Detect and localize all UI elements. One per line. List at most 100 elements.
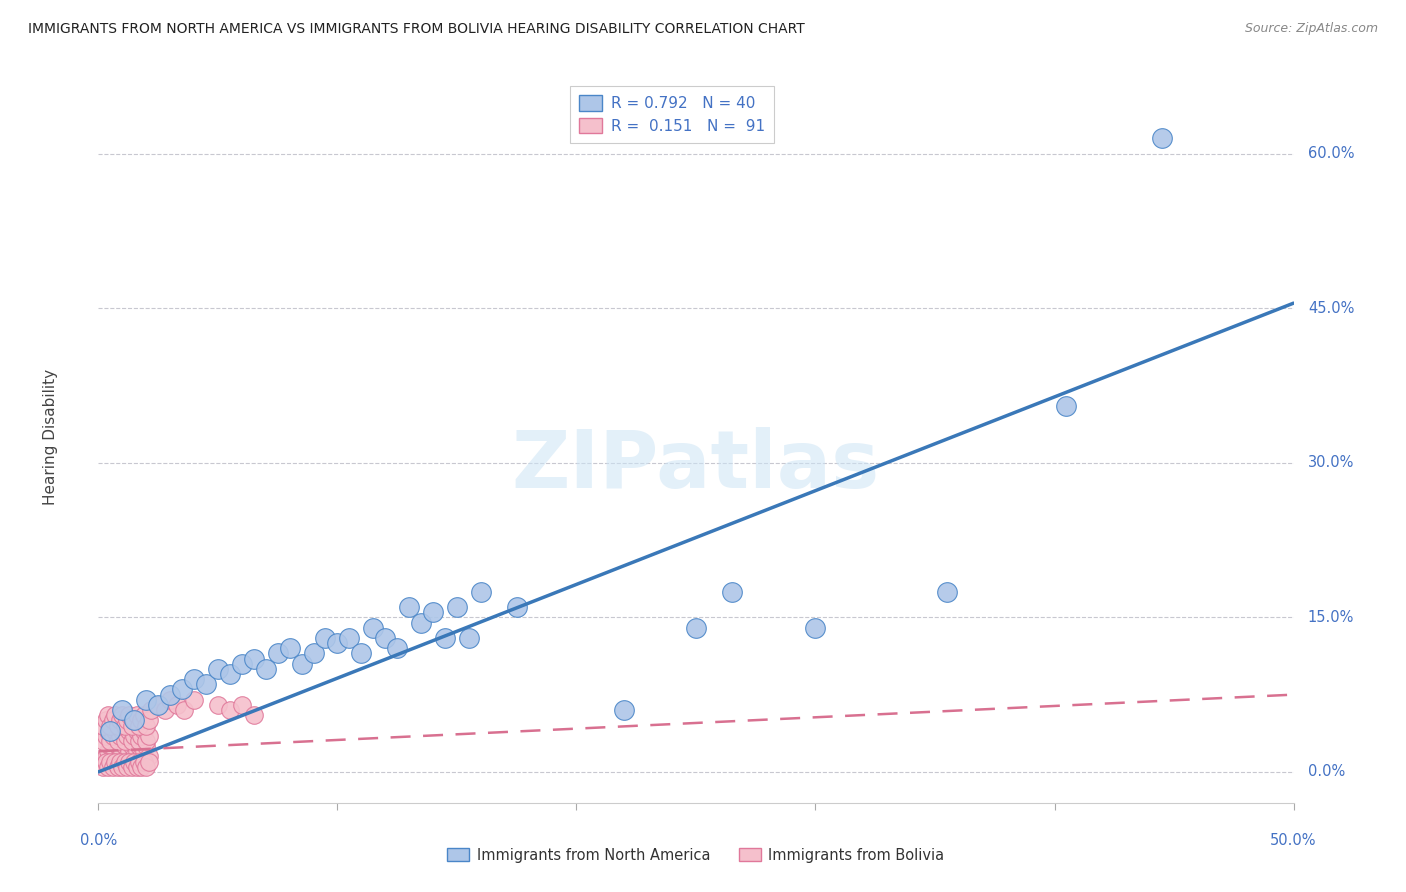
Point — [1152, 131, 1174, 145]
Point — [108, 755, 131, 769]
Point — [155, 703, 177, 717]
Point — [125, 708, 148, 723]
Point — [172, 682, 194, 697]
Point — [363, 621, 385, 635]
Point — [326, 636, 349, 650]
Point — [118, 755, 141, 769]
Point — [111, 708, 134, 723]
Point — [613, 703, 636, 717]
Point — [107, 739, 129, 753]
Point — [125, 723, 148, 738]
Point — [721, 584, 744, 599]
Point — [159, 693, 181, 707]
Point — [446, 600, 468, 615]
Point — [114, 739, 136, 753]
Point — [91, 734, 114, 748]
Point — [398, 600, 420, 615]
Point — [91, 760, 114, 774]
Point — [101, 714, 124, 728]
Point — [121, 718, 143, 732]
Point — [121, 760, 143, 774]
Point — [115, 714, 138, 728]
Point — [98, 739, 122, 753]
Point — [243, 708, 266, 723]
Point — [132, 755, 155, 769]
Point — [139, 703, 162, 717]
Point — [138, 729, 160, 743]
Point — [685, 621, 707, 635]
Point — [207, 698, 229, 712]
Point — [219, 703, 242, 717]
Point — [97, 723, 120, 738]
Point — [104, 708, 127, 723]
Point — [101, 749, 124, 764]
Point — [115, 729, 138, 743]
Point — [132, 744, 155, 758]
Text: 30.0%: 30.0% — [1308, 455, 1354, 470]
Point — [91, 755, 114, 769]
Text: 45.0%: 45.0% — [1308, 301, 1354, 316]
Point — [101, 760, 124, 774]
Point — [128, 718, 150, 732]
Point — [183, 693, 205, 707]
Point — [148, 698, 170, 712]
Point — [458, 631, 481, 645]
Point — [91, 718, 114, 732]
Point — [118, 723, 141, 738]
Point — [124, 714, 146, 728]
Point — [132, 723, 155, 738]
Point — [128, 755, 150, 769]
Point — [125, 744, 148, 758]
Point — [267, 647, 290, 661]
Point — [104, 755, 127, 769]
Point — [121, 734, 143, 748]
Point — [339, 631, 361, 645]
Point — [195, 677, 218, 691]
Point — [125, 760, 148, 774]
Point — [111, 760, 134, 774]
Point — [107, 734, 129, 748]
Point — [101, 729, 124, 743]
Point — [97, 744, 120, 758]
Point — [97, 708, 120, 723]
Point — [115, 760, 138, 774]
Point — [107, 760, 129, 774]
Point — [470, 584, 492, 599]
Point — [128, 739, 150, 753]
Text: 50.0%: 50.0% — [1270, 833, 1317, 848]
Point — [135, 760, 157, 774]
Point — [278, 641, 301, 656]
Point — [231, 698, 253, 712]
Point — [135, 718, 157, 732]
Legend: Immigrants from North America, Immigrants from Bolivia: Immigrants from North America, Immigrant… — [441, 842, 950, 869]
Point — [94, 749, 117, 764]
Text: ZIPatlas: ZIPatlas — [512, 427, 880, 506]
Point — [108, 729, 131, 743]
Point — [108, 714, 131, 728]
Point — [124, 749, 146, 764]
Text: 15.0%: 15.0% — [1308, 610, 1354, 625]
Point — [111, 744, 134, 758]
Point — [118, 708, 141, 723]
Point — [114, 718, 136, 732]
Point — [422, 605, 444, 619]
Point — [291, 657, 314, 671]
Point — [159, 688, 181, 702]
Point — [131, 714, 153, 728]
Text: Source: ZipAtlas.com: Source: ZipAtlas.com — [1244, 22, 1378, 36]
Point — [124, 729, 146, 743]
Point — [132, 708, 155, 723]
Point — [135, 693, 157, 707]
Point — [128, 734, 150, 748]
Point — [98, 718, 122, 732]
Point — [315, 631, 337, 645]
Point — [385, 641, 409, 656]
Point — [107, 718, 129, 732]
Point — [111, 723, 134, 738]
Text: IMMIGRANTS FROM NORTH AMERICA VS IMMIGRANTS FROM BOLIVIA HEARING DISABILITY CORR: IMMIGRANTS FROM NORTH AMERICA VS IMMIGRA… — [28, 22, 804, 37]
Point — [115, 749, 138, 764]
Point — [243, 651, 266, 665]
Point — [108, 749, 131, 764]
Point — [124, 755, 146, 769]
Point — [173, 703, 195, 717]
